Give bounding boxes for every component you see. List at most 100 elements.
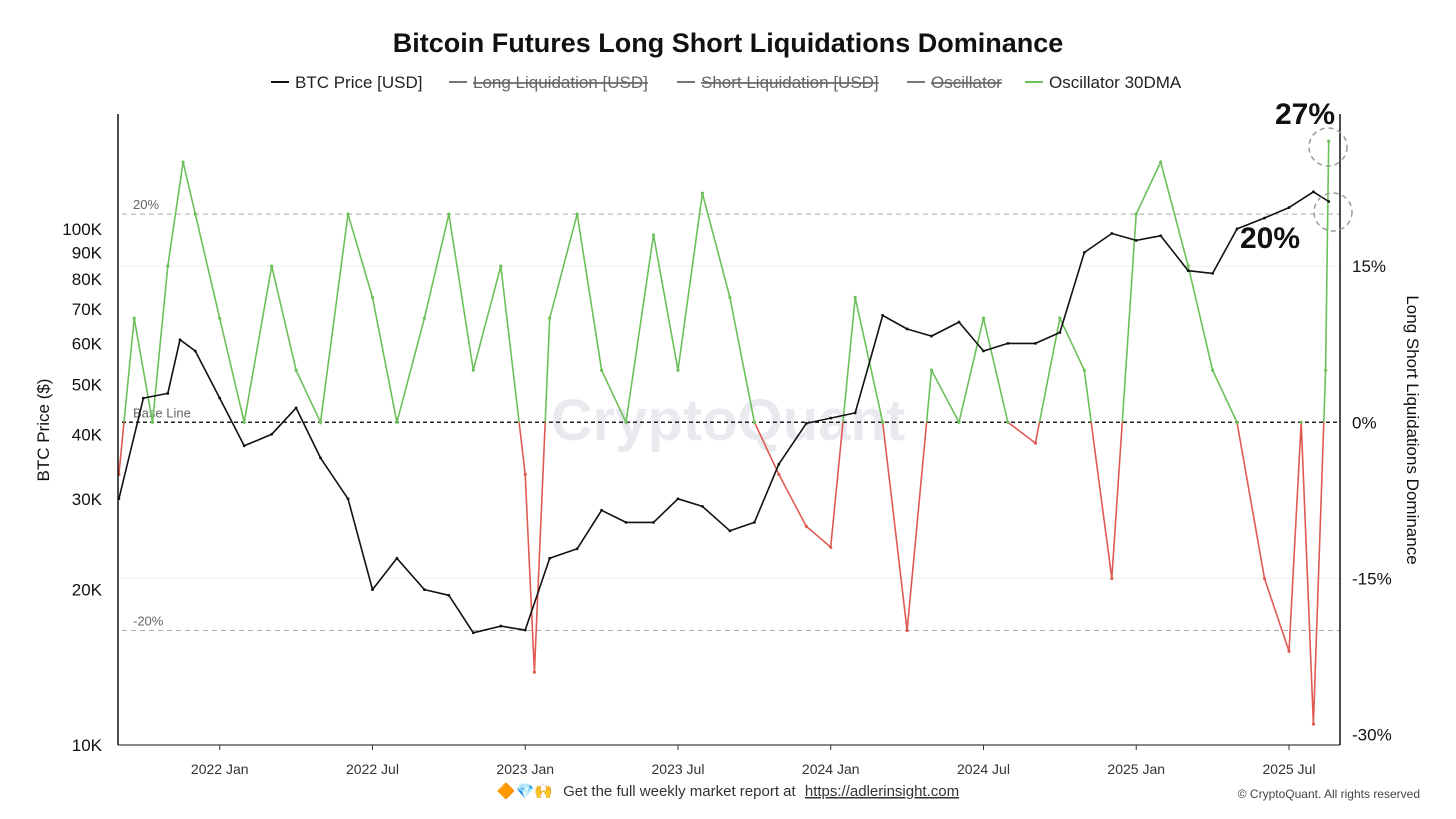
- left-tick-label-8: 90K: [72, 244, 103, 263]
- annotation-20-percent: 20%: [1240, 222, 1300, 255]
- grid-lines: [118, 265, 1340, 579]
- oscillator-point-36: [957, 420, 961, 424]
- oscillator-point-8: [270, 264, 274, 268]
- oscillator-point-37: [981, 316, 986, 320]
- btc-price-point-41: [1134, 239, 1138, 242]
- oscillator-point-46: [1211, 368, 1215, 372]
- btc-price-point-2: [166, 392, 170, 395]
- oscillator-positive-line: [123, 141, 1330, 423]
- oscillator-point-9: [294, 368, 298, 372]
- right-tick-label-3: -30%: [1352, 726, 1392, 745]
- oscillator-point-5: [193, 212, 197, 216]
- left-tick-label-9: 100K: [62, 220, 102, 239]
- oscillator-point-25: [676, 368, 680, 372]
- oscillator-point-43: [1134, 212, 1138, 216]
- btc-price-point-16: [499, 624, 503, 628]
- chart-title: Bitcoin Futures Long Short Liquidations …: [393, 28, 1064, 58]
- oscillator-point-50: [1299, 420, 1303, 424]
- oscillator-point-14: [422, 316, 427, 320]
- oscillator-point-47: [1235, 420, 1239, 424]
- reference-label-2: -20%: [133, 613, 164, 628]
- btc-price-point-37: [1034, 342, 1037, 345]
- btc-price-point-13: [423, 588, 426, 592]
- left-tick-label-6: 70K: [72, 300, 103, 319]
- oscillator-point-52: [1324, 368, 1328, 372]
- btc-price-point-18: [548, 556, 552, 560]
- footer-emojis: 🔶💎🙌: [497, 782, 553, 800]
- oscillator-point-21: [575, 212, 579, 216]
- oscillator-point-31: [829, 545, 833, 549]
- oscillator-point-18: [523, 472, 527, 476]
- btc-price-point-17: [523, 628, 527, 632]
- btc-price-point-47: [1287, 206, 1291, 209]
- oscillator-point-32: [853, 295, 857, 299]
- oscillator-point-4: [181, 160, 185, 164]
- x-tick-label-3: 2023 Jul: [652, 761, 705, 777]
- left-tick-label-0: 10K: [72, 736, 103, 755]
- btc-price-point-33: [930, 334, 933, 338]
- btc-price-point-26: [752, 520, 756, 524]
- oscillator-point-23: [624, 420, 628, 424]
- btc-price-point-48: [1312, 190, 1315, 194]
- btc-price-point-42: [1159, 234, 1163, 238]
- left-tick-label-2: 30K: [72, 490, 103, 509]
- right-axis-ticks: 15% 0% -15% -30%: [1352, 257, 1392, 744]
- legend-item-3: Oscillator: [907, 73, 1002, 92]
- btc-price-point-9: [319, 456, 322, 460]
- x-tick-label-4: 2024 Jan: [802, 761, 860, 777]
- btc-price-point-32: [905, 327, 909, 331]
- btc-price-point-34: [957, 320, 961, 324]
- right-axis-title: Long Short Liquidations Dominance: [1403, 295, 1422, 564]
- right-tick-label-2: -15%: [1352, 569, 1392, 588]
- left-tick-label-4: 50K: [72, 375, 103, 394]
- oscillator-point-3: [166, 264, 170, 268]
- legend-label: BTC Price [USD]: [295, 73, 423, 92]
- oscillator-point-16: [471, 368, 475, 372]
- btc-price-point-30: [853, 411, 857, 415]
- btc-price-point-10: [346, 497, 350, 501]
- oscillator-point-29: [777, 472, 781, 476]
- peak-highlight-circle: [1308, 127, 1348, 167]
- legend: BTC Price [USD] Long Liquidation [USD] Sho…: [271, 73, 1182, 92]
- left-axis-title: BTC Price ($): [34, 379, 53, 482]
- btc-price-point-40: [1110, 232, 1114, 235]
- btc-price-point-25: [728, 529, 732, 533]
- legend-label: Oscillator 30DMA: [1049, 73, 1182, 92]
- annotation-27-percent: 27%: [1275, 98, 1335, 131]
- x-tick-label-6: 2025 Jan: [1107, 761, 1165, 777]
- oscillator-point-44: [1159, 160, 1163, 164]
- left-axis-ticks: 10K 20K 30K 40K 50K 60K 70K 80K 90K 100K: [62, 220, 102, 755]
- btc-price-point-23: [676, 497, 680, 501]
- oscillator-point-2: [150, 420, 155, 424]
- legend-label: Long Liquidation [USD]: [473, 73, 648, 92]
- legend-item-0: BTC Price [USD]: [271, 73, 423, 92]
- x-tick-label-7: 2025 Jul: [1263, 761, 1316, 777]
- footer: 🔶💎🙌 Get the full weekly market report at…: [497, 782, 1420, 801]
- oscillator-point-49: [1287, 649, 1291, 653]
- oscillator-point-15: [447, 212, 451, 216]
- oscillator-30dma-series: [117, 139, 1331, 726]
- oscillator-point-13: [395, 420, 399, 424]
- oscillator-point-27: [728, 295, 732, 299]
- oscillator-point-42: [1110, 576, 1114, 581]
- oscillator-point-24: [651, 233, 656, 237]
- btc-price-point-31: [881, 313, 885, 317]
- btc-price-point-6: [242, 444, 246, 448]
- oscillator-point-20: [548, 316, 552, 320]
- oscillator-point-26: [700, 191, 705, 195]
- btc-price-point-11: [371, 588, 374, 592]
- btc-price-point-46: [1263, 216, 1266, 220]
- oscillator-point-22: [600, 368, 604, 372]
- footer-message: Get the full weekly market report at: [563, 783, 796, 800]
- oscillator-point-17: [499, 264, 503, 268]
- btc-price-point-1: [141, 396, 145, 400]
- btc-price-point-44: [1211, 272, 1215, 275]
- footer-report-link[interactable]: https://adlerinsight.com: [805, 783, 959, 800]
- btc-price-point-5: [218, 396, 222, 400]
- legend-item-2: Short Liquidation [USD]: [677, 73, 879, 92]
- legend-item-4: Oscillator 30DMA: [1025, 73, 1182, 92]
- footer-text: 🔶💎🙌 Get the full weekly market report at…: [497, 782, 959, 800]
- oscillator-point-35: [929, 368, 934, 372]
- oscillator-point-28: [752, 420, 756, 424]
